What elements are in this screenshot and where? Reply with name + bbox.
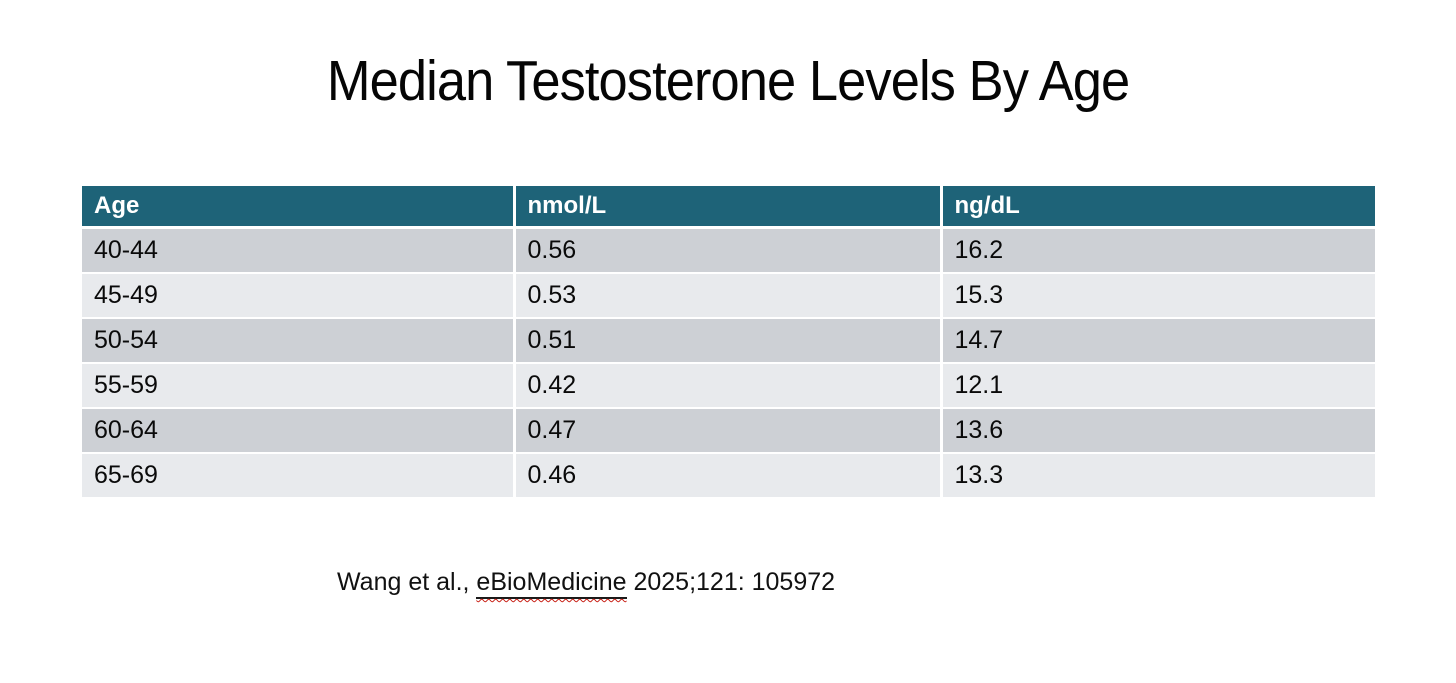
page-title: Median Testosterone Levels By Age bbox=[0, 48, 1456, 114]
table-cell: 45-49 bbox=[82, 273, 514, 319]
table-cell: 16.2 bbox=[939, 227, 1375, 274]
table-cell: 40-44 bbox=[82, 227, 514, 274]
table-cell: 0.51 bbox=[512, 318, 941, 364]
citation-prefix: Wang et al., bbox=[337, 568, 477, 596]
table-cell: 14.7 bbox=[939, 318, 1375, 364]
table-cell: 55-59 bbox=[82, 363, 514, 409]
table-row: 50-54 0.51 14.7 bbox=[82, 318, 1375, 364]
table-row: 60-64 0.47 13.6 bbox=[82, 408, 1375, 454]
column-header-nmol: nmol/L bbox=[512, 186, 941, 229]
citation: Wang et al., eBioMedicine 2025;121: 1059… bbox=[337, 568, 836, 599]
table-cell: 0.53 bbox=[512, 273, 941, 319]
table-row: 65-69 0.46 13.3 bbox=[82, 453, 1375, 499]
table-cell: 0.56 bbox=[512, 227, 941, 274]
citation-suffix: 2025;121: 105972 bbox=[626, 568, 836, 596]
table-body: 40-44 0.56 16.2 45-49 0.53 15.3 50-54 0.51 14.7 5… bbox=[82, 227, 1375, 499]
column-header-ngdl: ng/dL bbox=[939, 186, 1375, 229]
table-cell: 0.46 bbox=[512, 453, 941, 499]
table-cell: 50-54 bbox=[82, 318, 514, 364]
table-cell: 13.6 bbox=[939, 408, 1375, 454]
table-cell: 60-64 bbox=[82, 408, 514, 454]
table-header-row: Age nmol/L ng/dL bbox=[82, 186, 1375, 229]
citation-journal: eBioMedicine bbox=[476, 568, 627, 599]
table-cell: 0.42 bbox=[512, 363, 941, 409]
table-row: 55-59 0.42 12.1 bbox=[82, 363, 1375, 409]
column-header-age: Age bbox=[82, 186, 514, 229]
testosterone-table: Age nmol/L ng/dL 40-44 0.56 16.2 45-49 0.53 1… bbox=[82, 186, 1375, 499]
table-row: 45-49 0.53 15.3 bbox=[82, 273, 1375, 319]
table-cell: 65-69 bbox=[82, 453, 514, 499]
page-title-text: Median Testosterone Levels By Age bbox=[326, 49, 1130, 113]
table-cell: 15.3 bbox=[939, 273, 1375, 319]
table-cell: 13.3 bbox=[939, 453, 1375, 499]
table-cell: 12.1 bbox=[939, 363, 1375, 409]
table-row: 40-44 0.56 16.2 bbox=[82, 227, 1375, 274]
table-cell: 0.47 bbox=[512, 408, 941, 454]
